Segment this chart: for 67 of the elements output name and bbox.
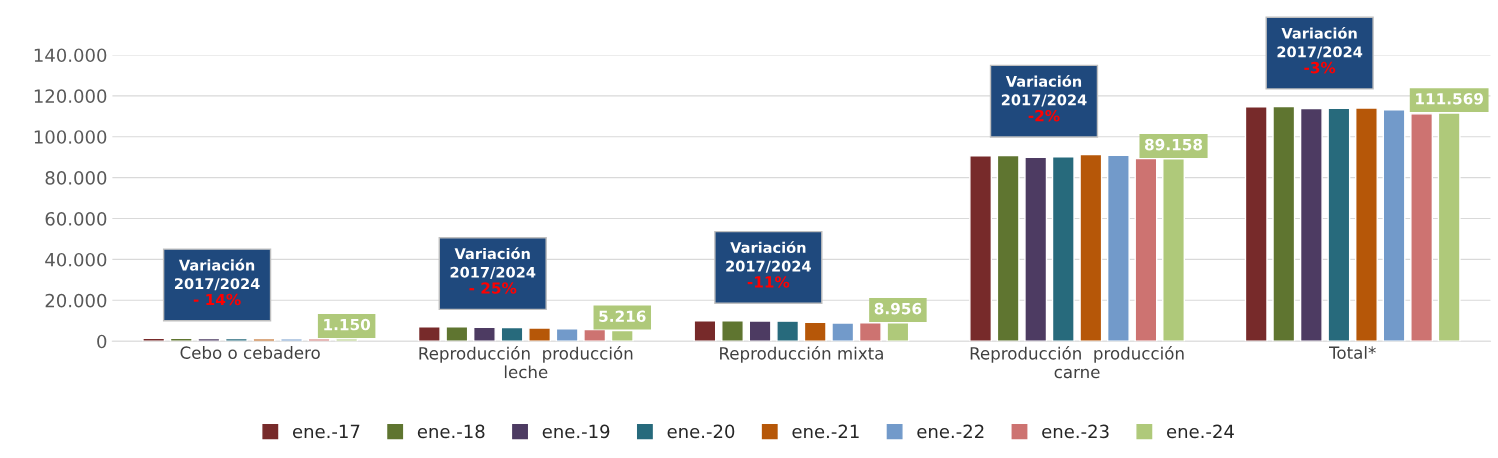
annotation: Variación 2017/2024	[1001, 74, 1087, 107]
legend-label: ene.-23	[1042, 424, 1109, 439]
legend-label: ene.-21	[792, 424, 859, 439]
y-tick-label: 80.000	[45, 171, 107, 185]
annotation: Variación 2017/2024	[726, 241, 811, 273]
bar	[721, 320, 744, 342]
annotation: - 25%	[469, 282, 517, 294]
bar	[197, 337, 221, 342]
data-label: 8.956	[874, 302, 922, 315]
bar	[252, 338, 276, 342]
data-label: 1.150	[324, 318, 371, 331]
bar	[280, 338, 303, 342]
bar	[307, 338, 331, 342]
x-tick-label: Reproducción mixta	[720, 346, 883, 363]
bar	[1382, 109, 1406, 342]
bar	[1079, 153, 1103, 342]
annotation: Variación 2017/2024	[1277, 26, 1363, 59]
x-tick-label: Reproducción producción carne	[970, 346, 1184, 379]
annotation: Variación 2017/2024	[450, 247, 536, 279]
bar	[1244, 106, 1268, 342]
y-tick-label: 120.000	[34, 89, 107, 103]
bar	[1355, 107, 1378, 342]
bar	[473, 326, 496, 342]
legend-label: ene.-17	[292, 424, 360, 439]
bar	[693, 320, 717, 342]
bar	[1299, 107, 1323, 342]
y-tick-label: 0	[97, 334, 107, 349]
bar	[748, 320, 772, 342]
annotation: - 14%	[193, 293, 241, 306]
bar	[583, 328, 607, 342]
legend-label: ene.-20	[667, 424, 735, 439]
y-tick-label: 100.000	[34, 130, 107, 144]
data-label: 5.216	[599, 310, 646, 323]
x-tick-label: Reproducción producción leche	[419, 346, 633, 379]
bar	[1024, 156, 1048, 342]
bar	[1051, 156, 1075, 342]
annotation: -2%	[1028, 109, 1060, 122]
bar	[1327, 107, 1351, 342]
bar	[1272, 105, 1296, 342]
bar	[831, 322, 855, 342]
x-tick-label: Cebo o cebadero	[180, 346, 320, 359]
bar	[500, 326, 524, 342]
annotation: -3%	[1304, 61, 1336, 74]
annotation: -11%	[747, 276, 790, 288]
y-tick-label: 40.000	[45, 252, 107, 267]
data-label: 111.569	[1416, 93, 1483, 105]
bar	[555, 328, 579, 342]
y-tick-label: 140.000	[34, 48, 107, 63]
bar	[224, 337, 248, 342]
y-tick-label: 20.000	[45, 293, 107, 308]
legend-label: ene.-19	[542, 424, 610, 439]
legend-label: ene.-22	[917, 424, 984, 439]
bar	[776, 320, 800, 342]
y-tick-label: 60.000	[45, 211, 107, 226]
bar	[528, 327, 552, 342]
annotation: Variación 2017/2024	[174, 258, 260, 291]
bar	[803, 321, 827, 342]
bar	[1106, 154, 1130, 342]
legend-label: ene.-18	[417, 424, 485, 439]
data-label: 89.158	[1144, 138, 1203, 151]
bar	[969, 155, 993, 342]
bar	[445, 326, 469, 342]
bar	[996, 154, 1020, 342]
x-tick-label: Total*	[1329, 346, 1376, 359]
bar	[1410, 113, 1434, 342]
bar	[417, 326, 441, 342]
legend-label: ene.-24	[1167, 424, 1234, 439]
